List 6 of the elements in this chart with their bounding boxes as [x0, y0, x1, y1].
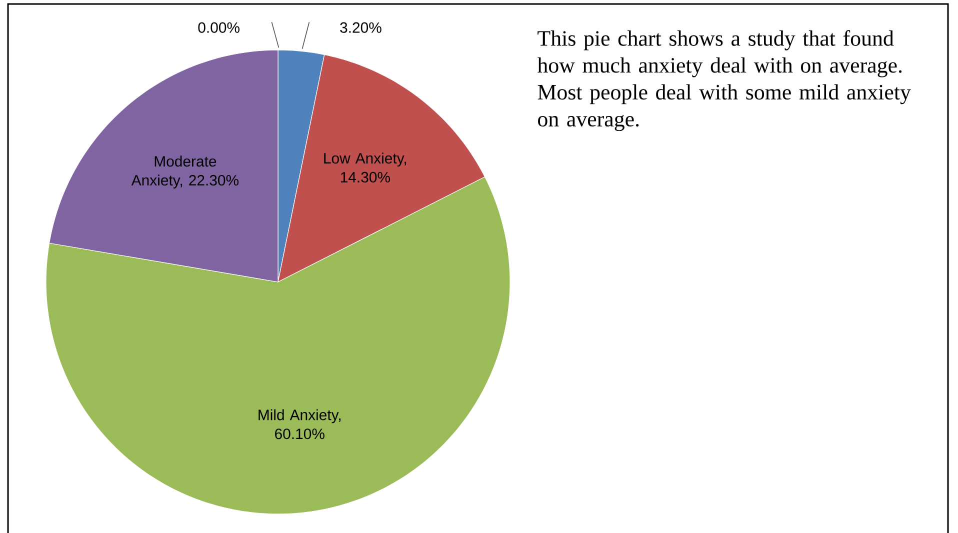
- text: 0.00%: [198, 22, 240, 33]
- data-label: Moderate Anxiety, 22.30%: [131, 156, 239, 189]
- data-label: 3.20%: [340, 22, 382, 33]
- text: This pie chart shows a study that found how much anxiety deal with on average. Most people deal with some mild anxiety on average.: [537, 30, 911, 132]
- data-label: Low Anxiety, 14.30%: [324, 152, 406, 183]
- data-label: Mild Anxiety, 60.10%: [258, 409, 341, 440]
